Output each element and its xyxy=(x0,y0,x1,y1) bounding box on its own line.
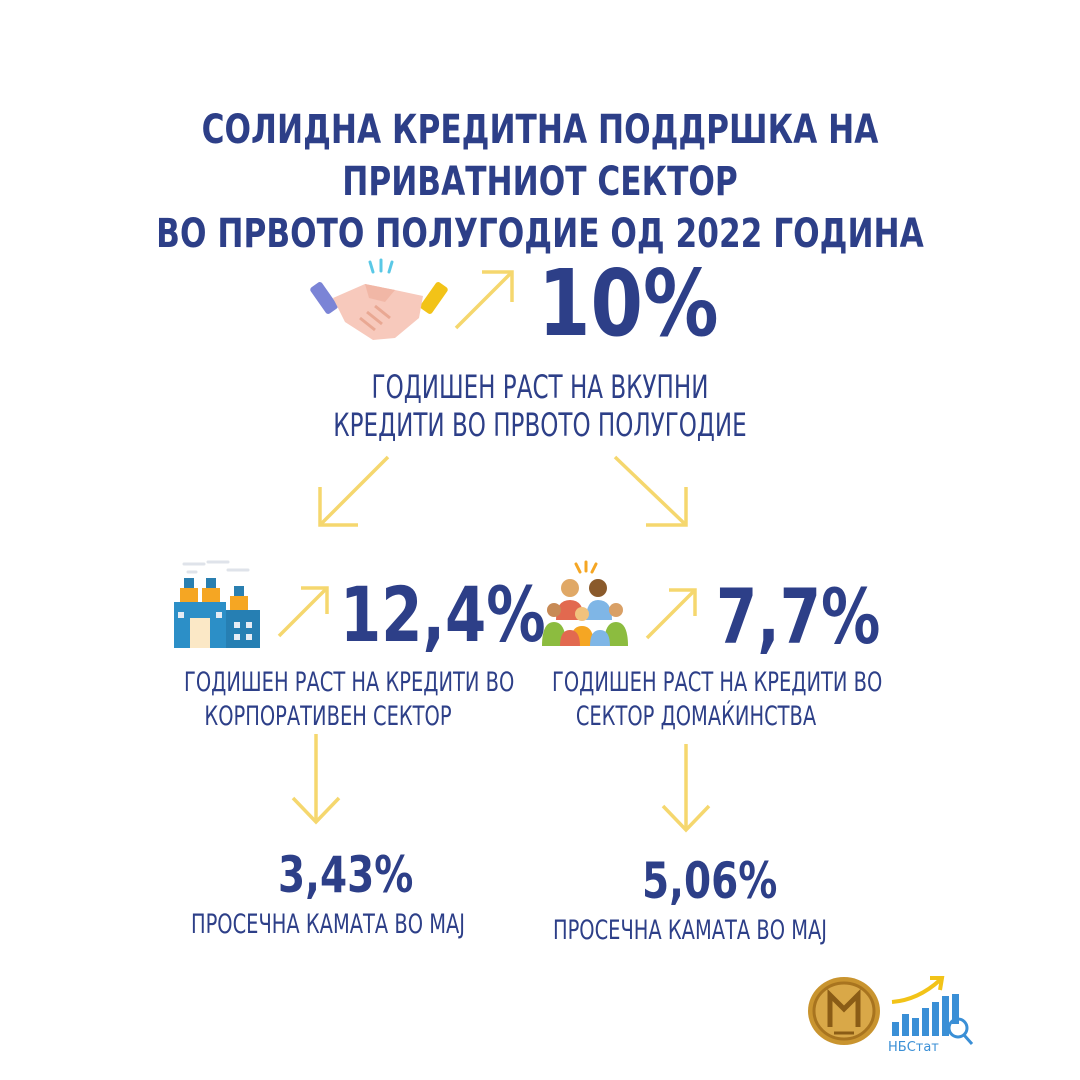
arrow-down-right-icon xyxy=(613,455,688,527)
handshake-icon xyxy=(310,258,448,340)
total-caption-line-2: КРЕДИТИ ВО ПРВОТО ПОЛУГОДИЕ xyxy=(333,406,747,444)
up-arrow-icon xyxy=(454,270,514,330)
households-caption-line-1: ГОДИШЕН РАСТ НА КРЕДИТИ ВО xyxy=(552,667,883,698)
households-rate-value: 5,06% xyxy=(642,852,778,910)
households-growth-value: 7,7% xyxy=(716,572,881,661)
corporate-rate-value: 3,43% xyxy=(278,846,414,904)
households-caption: ГОДИШЕН РАСТ НА КРЕДИТИ ВО СЕКТОР ДОМАЌИ… xyxy=(552,666,883,734)
nbstat-logo xyxy=(891,976,974,1045)
corporate-caption: ГОДИШЕН РАСТ НА КРЕДИТИ ВО КОРПОРАТИВЕН … xyxy=(184,666,515,734)
up-arrow-icon xyxy=(645,588,697,640)
households-caption-line-2: СЕКТОР ДОМАЌИНСТВА xyxy=(575,701,817,732)
corporate-caption-line-1: ГОДИШЕН РАСТ НА КРЕДИТИ ВО xyxy=(184,667,515,698)
family-icon xyxy=(542,560,628,646)
households-rate-caption: ПРОСЕЧНА КАМАТА ВО МАЈ xyxy=(552,915,828,946)
total-caption-line-1: ГОДИШЕН РАСТ НА ВКУПНИ xyxy=(371,368,709,406)
corporate-growth-value: 12,4% xyxy=(340,570,546,659)
arrow-down-icon xyxy=(661,744,711,833)
coin-logo xyxy=(808,977,880,1045)
nbstat-logo-text: НБСтат xyxy=(888,1040,939,1055)
title-line-2: ВО ПРВОТО ПОЛУГОДИЕ ОД 2022 ГОДИНА xyxy=(156,211,924,257)
title-line-1: СОЛИДНА КРЕДИТНА ПОДДРШКА НА ПРИВАТНИОТ … xyxy=(201,107,879,205)
page-title: СОЛИДНА КРЕДИТНА ПОДДРШКА НА ПРИВАТНИОТ … xyxy=(119,104,961,260)
corporate-rate-caption: ПРОСЕЧНА КАМАТА ВО МАЈ xyxy=(190,909,466,940)
total-growth-value: 10% xyxy=(538,250,719,357)
up-arrow-icon xyxy=(277,586,329,638)
arrow-down-left-icon xyxy=(318,455,390,527)
total-caption: ГОДИШЕН РАСТ НА ВКУПНИ КРЕДИТИ ВО ПРВОТО… xyxy=(324,368,756,444)
corporate-caption-line-2: КОРПОРАТИВЕН СЕКТОР xyxy=(204,701,452,732)
factory-icon xyxy=(174,560,260,648)
arrow-down-icon xyxy=(291,734,341,825)
